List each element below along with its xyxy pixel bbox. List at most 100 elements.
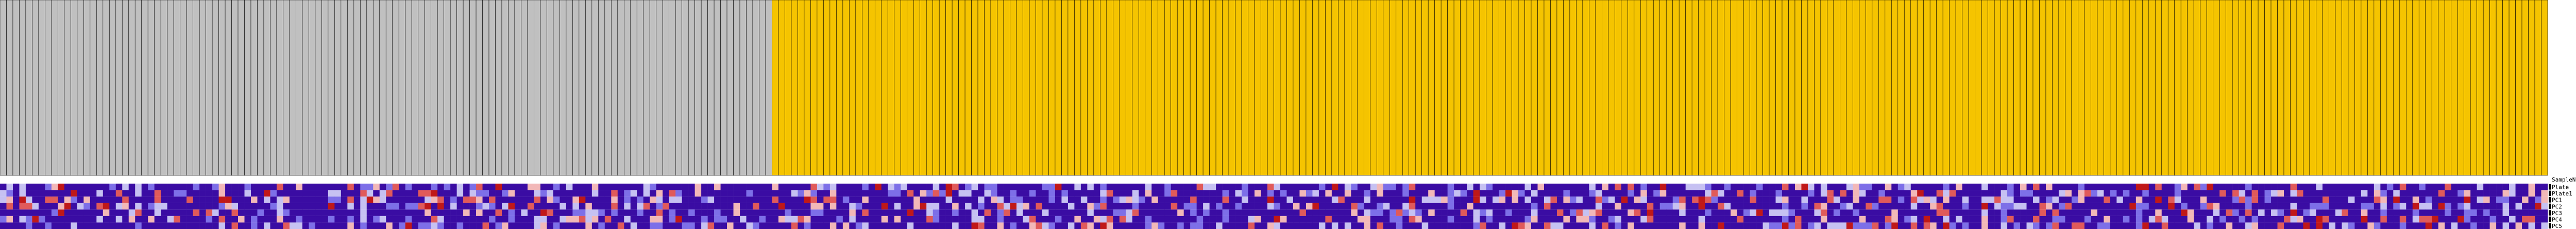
heatmap-cell	[579, 216, 586, 223]
sample-column	[2123, 0, 2130, 176]
heatmap-cell	[2078, 190, 2085, 197]
sample-column	[591, 0, 599, 176]
heatmap-cell	[521, 190, 528, 197]
heatmap-cell	[58, 184, 65, 190]
sample-column	[2464, 0, 2471, 176]
heatmap-cell	[2039, 209, 2046, 216]
heatmap-cell	[2058, 222, 2065, 229]
heatmap-cell	[2052, 184, 2059, 190]
heatmap-cell	[2386, 190, 2394, 197]
heatmap-cell	[450, 203, 457, 210]
heatmap-cell	[926, 190, 933, 197]
heatmap-cell	[1711, 222, 1718, 229]
heatmap-cell	[2432, 203, 2439, 210]
heatmap-cell	[1293, 184, 1300, 190]
heatmap-cell	[45, 203, 52, 210]
heatmap-cell	[276, 216, 283, 223]
heatmap-cell	[1151, 190, 1159, 197]
heatmap-cell	[1274, 216, 1281, 223]
heatmap-cell	[1016, 209, 1023, 216]
heatmap-cell	[1010, 209, 1017, 216]
heatmap-cell	[1338, 197, 1345, 203]
heatmap-cell	[1010, 197, 1017, 203]
sample-column	[527, 0, 534, 176]
heatmap-cell	[1698, 216, 1705, 223]
heatmap-cell	[2226, 222, 2233, 229]
heatmap-cell	[2535, 203, 2541, 210]
heatmap-cell	[1151, 184, 1159, 190]
heatmap-cell	[1248, 203, 1255, 210]
heatmap-cell	[109, 203, 116, 210]
heatmap-cell	[206, 209, 213, 216]
sample-column	[1531, 0, 1538, 176]
heatmap-cell	[547, 222, 554, 229]
heatmap-cell	[289, 222, 296, 229]
heatmap-cell	[2271, 190, 2278, 197]
heatmap-cell	[1518, 216, 1525, 223]
heatmap-cell	[2129, 203, 2137, 210]
heatmap-cell	[2142, 190, 2149, 197]
heatmap-cell	[167, 203, 174, 210]
heatmap-cell	[2001, 197, 2008, 203]
heatmap-cell	[2104, 216, 2111, 223]
heatmap-cell	[694, 197, 702, 203]
heatmap-cell	[1801, 197, 1808, 203]
heatmap-cell	[945, 222, 953, 229]
heatmap-cell	[405, 184, 412, 190]
heatmap-cell	[1480, 203, 1486, 210]
heatmap-cell	[1428, 203, 1435, 210]
heatmap-cell	[1415, 184, 1422, 190]
heatmap-cell	[971, 222, 978, 229]
sample-column	[849, 0, 856, 176]
heatmap-cell	[508, 190, 515, 197]
heatmap-cell	[1454, 203, 1461, 210]
heatmap-cell	[1409, 203, 1416, 210]
heatmap-cell	[444, 197, 451, 203]
heatmap-cell	[334, 190, 342, 197]
heatmap-cell	[128, 209, 135, 216]
sample-column	[263, 0, 270, 176]
heatmap-cell	[456, 197, 464, 203]
heatmap-cell	[1595, 216, 1602, 223]
heatmap-cell	[1261, 190, 1268, 197]
heatmap-cell	[2245, 197, 2252, 203]
heatmap-cell	[1512, 203, 1519, 210]
heatmap-cell	[514, 216, 521, 223]
heatmap-cell	[1743, 203, 1750, 210]
heatmap-cell	[2232, 197, 2239, 203]
heatmap-cell	[1556, 209, 1564, 216]
sample-column	[1885, 0, 1892, 176]
heatmap-cell	[1775, 190, 1783, 197]
heatmap-cell	[1074, 216, 1081, 223]
heatmap-cell	[212, 184, 219, 190]
heatmap-cell	[804, 184, 811, 190]
heatmap-cell	[913, 197, 920, 203]
heatmap-cell	[1151, 203, 1159, 210]
heatmap-cell	[2116, 203, 2124, 210]
heatmap-cell	[161, 184, 167, 190]
heatmap-cell	[1235, 197, 1242, 203]
heatmap-cell	[1171, 184, 1178, 190]
heatmap-cell	[1151, 222, 1159, 229]
heatmap-cell	[1190, 209, 1197, 216]
heatmap-cell	[180, 203, 187, 210]
heatmap-cell	[379, 222, 386, 229]
heatmap-cell	[2309, 190, 2316, 197]
heatmap-cell	[1827, 184, 1834, 190]
heatmap-cell	[1775, 184, 1783, 190]
heatmap-cell	[2142, 197, 2149, 203]
heatmap-cell	[1949, 184, 1956, 190]
heatmap-cell	[1222, 190, 1229, 197]
sample-column	[2270, 0, 2278, 176]
heatmap-cell	[2065, 222, 2072, 229]
heatmap-cell	[1628, 190, 1635, 197]
heatmap-cell	[1203, 209, 1210, 216]
heatmap-cell	[1917, 197, 1924, 203]
heatmap-cell	[1556, 184, 1564, 190]
heatmap-cell	[2097, 209, 2104, 216]
heatmap-cell	[309, 203, 316, 210]
sample-column	[1074, 0, 1081, 176]
sample-column	[450, 0, 457, 176]
heatmap-cell	[2419, 190, 2426, 197]
heatmap-cell	[2155, 184, 2162, 190]
